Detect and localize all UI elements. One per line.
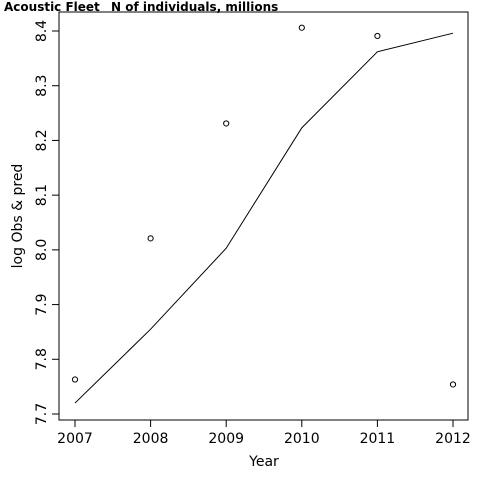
y-tick-label: 7.9 <box>34 293 50 315</box>
x-tick-label: 2012 <box>435 431 471 447</box>
observed-point <box>298 24 305 31</box>
x-axis-label: Year <box>248 454 279 470</box>
observed-point <box>147 235 154 242</box>
observed-point <box>71 376 79 383</box>
y-tick-label: 8.3 <box>34 75 50 97</box>
y-tick-label: 8.4 <box>34 20 50 42</box>
y-tick-label: 7.7 <box>34 403 50 425</box>
predicted-line <box>74 32 454 404</box>
y-axis-label: log Obs & pred <box>10 164 26 269</box>
observed-point <box>449 381 457 388</box>
x-tick-label: 2008 <box>133 431 169 447</box>
y-tick-label: 7.8 <box>34 348 50 370</box>
x-axis: 2007 2008 2009 2010 2011 2012 <box>57 420 471 447</box>
x-tick-label: 2011 <box>360 431 396 447</box>
x-tick-label: 2009 <box>208 431 244 447</box>
x-tick-label: 2010 <box>284 431 320 447</box>
series-layer <box>71 24 457 404</box>
chart-title: Acoustic Fleet <box>4 0 100 14</box>
observed-point <box>374 32 381 40</box>
chart-subtitle: N of individuals, millions <box>111 0 278 14</box>
y-tick-label: 8.1 <box>34 184 50 206</box>
y-tick-label: 8.2 <box>34 129 50 151</box>
y-axis: 7.7 7.8 7.9 8.0 8.1 8.2 8.3 8.4 <box>34 20 59 425</box>
y-tick-label: 8.0 <box>34 239 50 261</box>
observed-point <box>223 120 230 127</box>
plot-frame <box>58 11 469 421</box>
x-tick-label: 2007 <box>57 431 93 447</box>
